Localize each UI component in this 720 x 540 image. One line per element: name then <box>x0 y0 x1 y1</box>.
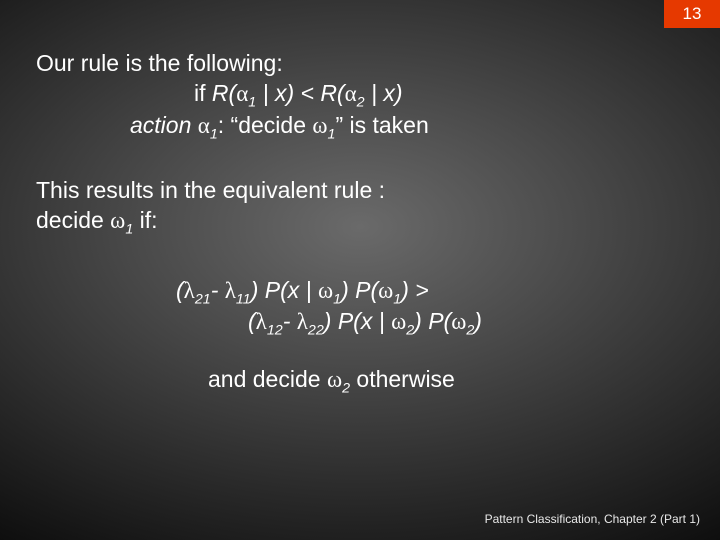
sub: 21 <box>195 291 211 307</box>
t: and decide <box>208 366 327 392</box>
page-number: 13 <box>683 4 702 24</box>
footer-citation: Pattern Classification, Chapter 2 (Part … <box>485 512 700 526</box>
t: - <box>283 308 297 334</box>
sub: 2 <box>357 95 365 111</box>
omega: ω <box>110 208 125 233</box>
line-inequality-1: (λ21- λ11) P(x | ω1) P(ω1) > <box>36 275 684 306</box>
footer-text: Pattern Classification, Chapter 2 (Part … <box>485 512 700 526</box>
alpha: α <box>236 81 248 106</box>
t: ) P(x | <box>324 308 391 334</box>
t: ) > <box>401 277 428 303</box>
sub: 2 <box>342 380 350 396</box>
line-results: This results in the equivalent rule : <box>36 175 684 205</box>
sub: 12 <box>267 323 283 339</box>
t: if: <box>133 207 157 233</box>
omega: ω <box>318 278 333 303</box>
alpha: α <box>345 81 357 106</box>
lambda: λ <box>184 278 195 303</box>
omega: ω <box>451 309 466 334</box>
t: : “decide <box>218 112 313 138</box>
lambda: λ <box>225 278 236 303</box>
t: ) P( <box>341 277 378 303</box>
t: ” is taken <box>335 112 428 138</box>
t: otherwise <box>350 366 455 392</box>
t: if <box>194 80 212 106</box>
t: ) P( <box>414 308 451 334</box>
omega: ω <box>327 367 342 392</box>
line-inequality-2: (λ12- λ22) P(x | ω2) P(ω2) <box>36 306 684 337</box>
omega: ω <box>391 309 406 334</box>
sub: 1 <box>210 126 218 142</box>
t: ( <box>176 277 184 303</box>
alpha: α <box>198 113 210 138</box>
t: ) P(x | <box>251 277 318 303</box>
slide-content: Our rule is the following: if R(α1 | x) … <box>36 48 684 395</box>
omega: ω <box>312 113 327 138</box>
omega: ω <box>378 278 393 303</box>
line-action: action α1: “decide ω1” is taken <box>36 110 684 141</box>
t: This results in the equivalent rule : <box>36 177 385 203</box>
sub: 1 <box>333 291 341 307</box>
t: | x) <box>365 80 403 106</box>
sub: 22 <box>308 323 324 339</box>
t: x) < R( <box>275 80 345 106</box>
text: Our rule is the following: <box>36 50 283 76</box>
lambda: λ <box>256 309 267 334</box>
t: ) <box>474 308 482 334</box>
t: | <box>256 80 275 106</box>
t: action <box>130 112 198 138</box>
t: R <box>212 80 229 106</box>
t: - <box>211 277 225 303</box>
line-decide-if: decide ω1 if: <box>36 205 684 236</box>
t: decide <box>36 207 110 233</box>
sub: 2 <box>406 323 414 339</box>
sub: 11 <box>236 291 251 307</box>
line-rule-intro: Our rule is the following: <box>36 48 684 78</box>
page-number-badge: 13 <box>664 0 720 28</box>
t: ( <box>248 308 256 334</box>
line-condition: if R(α1 | x) < R(α2 | x) <box>36 78 684 109</box>
sub: 1 <box>248 95 256 111</box>
line-otherwise: and decide ω2 otherwise <box>36 364 684 395</box>
lambda: λ <box>297 309 308 334</box>
